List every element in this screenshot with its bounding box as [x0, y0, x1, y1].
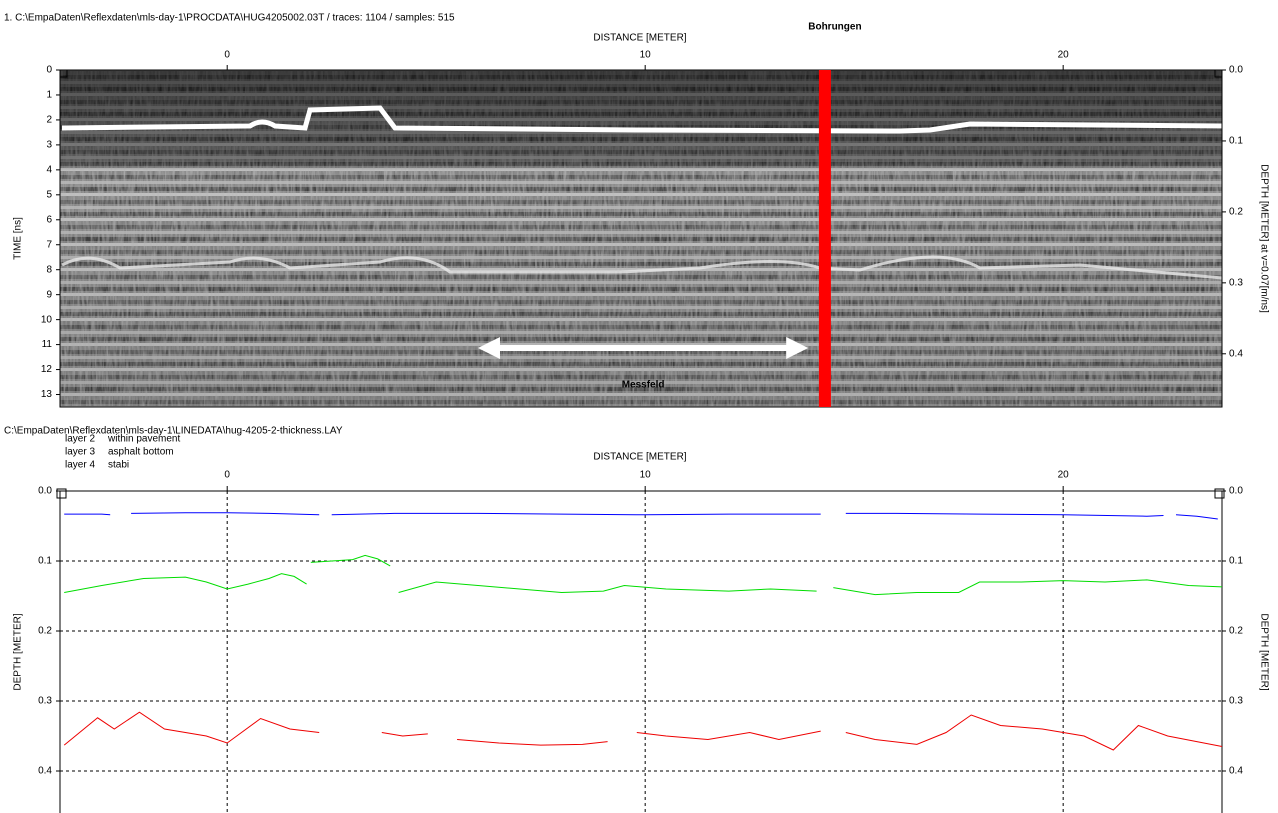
series-line	[64, 512, 1218, 520]
annotation-label: Bohrungen	[808, 22, 861, 33]
y-tick-label: 10	[41, 314, 53, 325]
y-axis-label-right: DEPTH [METER]	[1258, 613, 1269, 690]
y-tick-label: 2	[46, 115, 52, 126]
y-tick-label: 1	[46, 90, 52, 101]
y-tick-label: 0.0	[38, 486, 52, 497]
y-axis-label: TIME [ns]	[13, 217, 24, 260]
y-tick-label: 0.2	[38, 626, 52, 637]
corner-marker	[1214, 488, 1225, 499]
plot-frame	[59, 490, 1223, 813]
legend-description: within pavement	[107, 434, 180, 445]
y-tick-label-right: 0.1	[1229, 556, 1243, 567]
thickness-panel: C:\EmpaDaten\Reflexdaten\mls-day-1\LINED…	[4, 426, 1269, 813]
y-tick-label: 8	[46, 264, 52, 275]
y-tick-label: 0.1	[38, 556, 52, 567]
x-axis-label: DISTANCE [METER]	[593, 33, 686, 44]
series-line	[63, 711, 1223, 751]
y-tick-label: 7	[46, 239, 52, 250]
y2-axis-label: DEPTH [METER] at v=0.07[m/ns]	[1258, 164, 1269, 313]
x-tick-label: 10	[640, 50, 652, 61]
corner-marker	[56, 488, 67, 499]
y2-tick-label: 0.3	[1229, 277, 1243, 288]
annotation-label: Messfeld	[622, 380, 665, 391]
radargram-panel: 1. C:\EmpaDaten\Reflexdaten\mls-day-1\PR…	[4, 13, 1269, 408]
x-tick-label: 0	[224, 470, 230, 481]
panel-title: 1. C:\EmpaDaten\Reflexdaten\mls-day-1\PR…	[4, 13, 455, 24]
surface-reflector	[61, 105, 1223, 134]
plot-frame	[59, 69, 1223, 408]
y2-tick-label: 0.4	[1229, 348, 1243, 359]
legend-description: stabi	[108, 460, 129, 471]
y-tick-label: 9	[46, 289, 52, 300]
legend-name: layer 4	[65, 460, 95, 471]
y-tick-label-right: 0.3	[1229, 696, 1243, 707]
y-axis-label: DEPTH [METER]	[13, 613, 24, 690]
y-tick-label: 0.3	[38, 696, 52, 707]
y-tick-label-right: 0.4	[1229, 766, 1243, 777]
y-tick-label: 0.4	[38, 766, 52, 777]
annotation-line	[818, 70, 831, 407]
annotation-arrow	[477, 337, 809, 359]
y-tick-label-right: 0.0	[1229, 486, 1243, 497]
y-tick-label: 4	[46, 164, 52, 175]
x-tick-label: 20	[1058, 470, 1070, 481]
x-tick-label: 20	[1058, 50, 1070, 61]
corner-marker	[59, 69, 68, 78]
y-tick-label: 11	[42, 339, 53, 350]
y-tick-label: 5	[46, 189, 52, 200]
x-axis-label: DISTANCE [METER]	[593, 452, 686, 463]
panel-title: C:\EmpaDaten\Reflexdaten\mls-day-1\LINED…	[4, 426, 343, 437]
y2-tick-label: 0.1	[1229, 136, 1243, 147]
corner-marker	[1214, 69, 1223, 78]
x-tick-label: 10	[640, 470, 652, 481]
y2-tick-label: 0.0	[1229, 65, 1243, 76]
radargram-shade	[60, 70, 1222, 407]
y-tick-label: 0	[46, 65, 52, 76]
y-tick-label-right: 0.2	[1229, 626, 1243, 637]
y-tick-label: 13	[41, 389, 53, 400]
y-tick-label: 12	[41, 364, 53, 375]
x-tick-label: 0	[224, 50, 230, 61]
legend-name: layer 2	[65, 434, 95, 445]
series-line	[64, 554, 1223, 596]
legend-description: asphalt bottom	[108, 447, 174, 458]
y-tick-label: 3	[46, 140, 52, 151]
legend-name: layer 3	[65, 447, 95, 458]
deep-reflector	[61, 255, 1223, 280]
y-tick-label: 6	[46, 214, 52, 225]
y2-tick-label: 0.2	[1229, 207, 1243, 218]
